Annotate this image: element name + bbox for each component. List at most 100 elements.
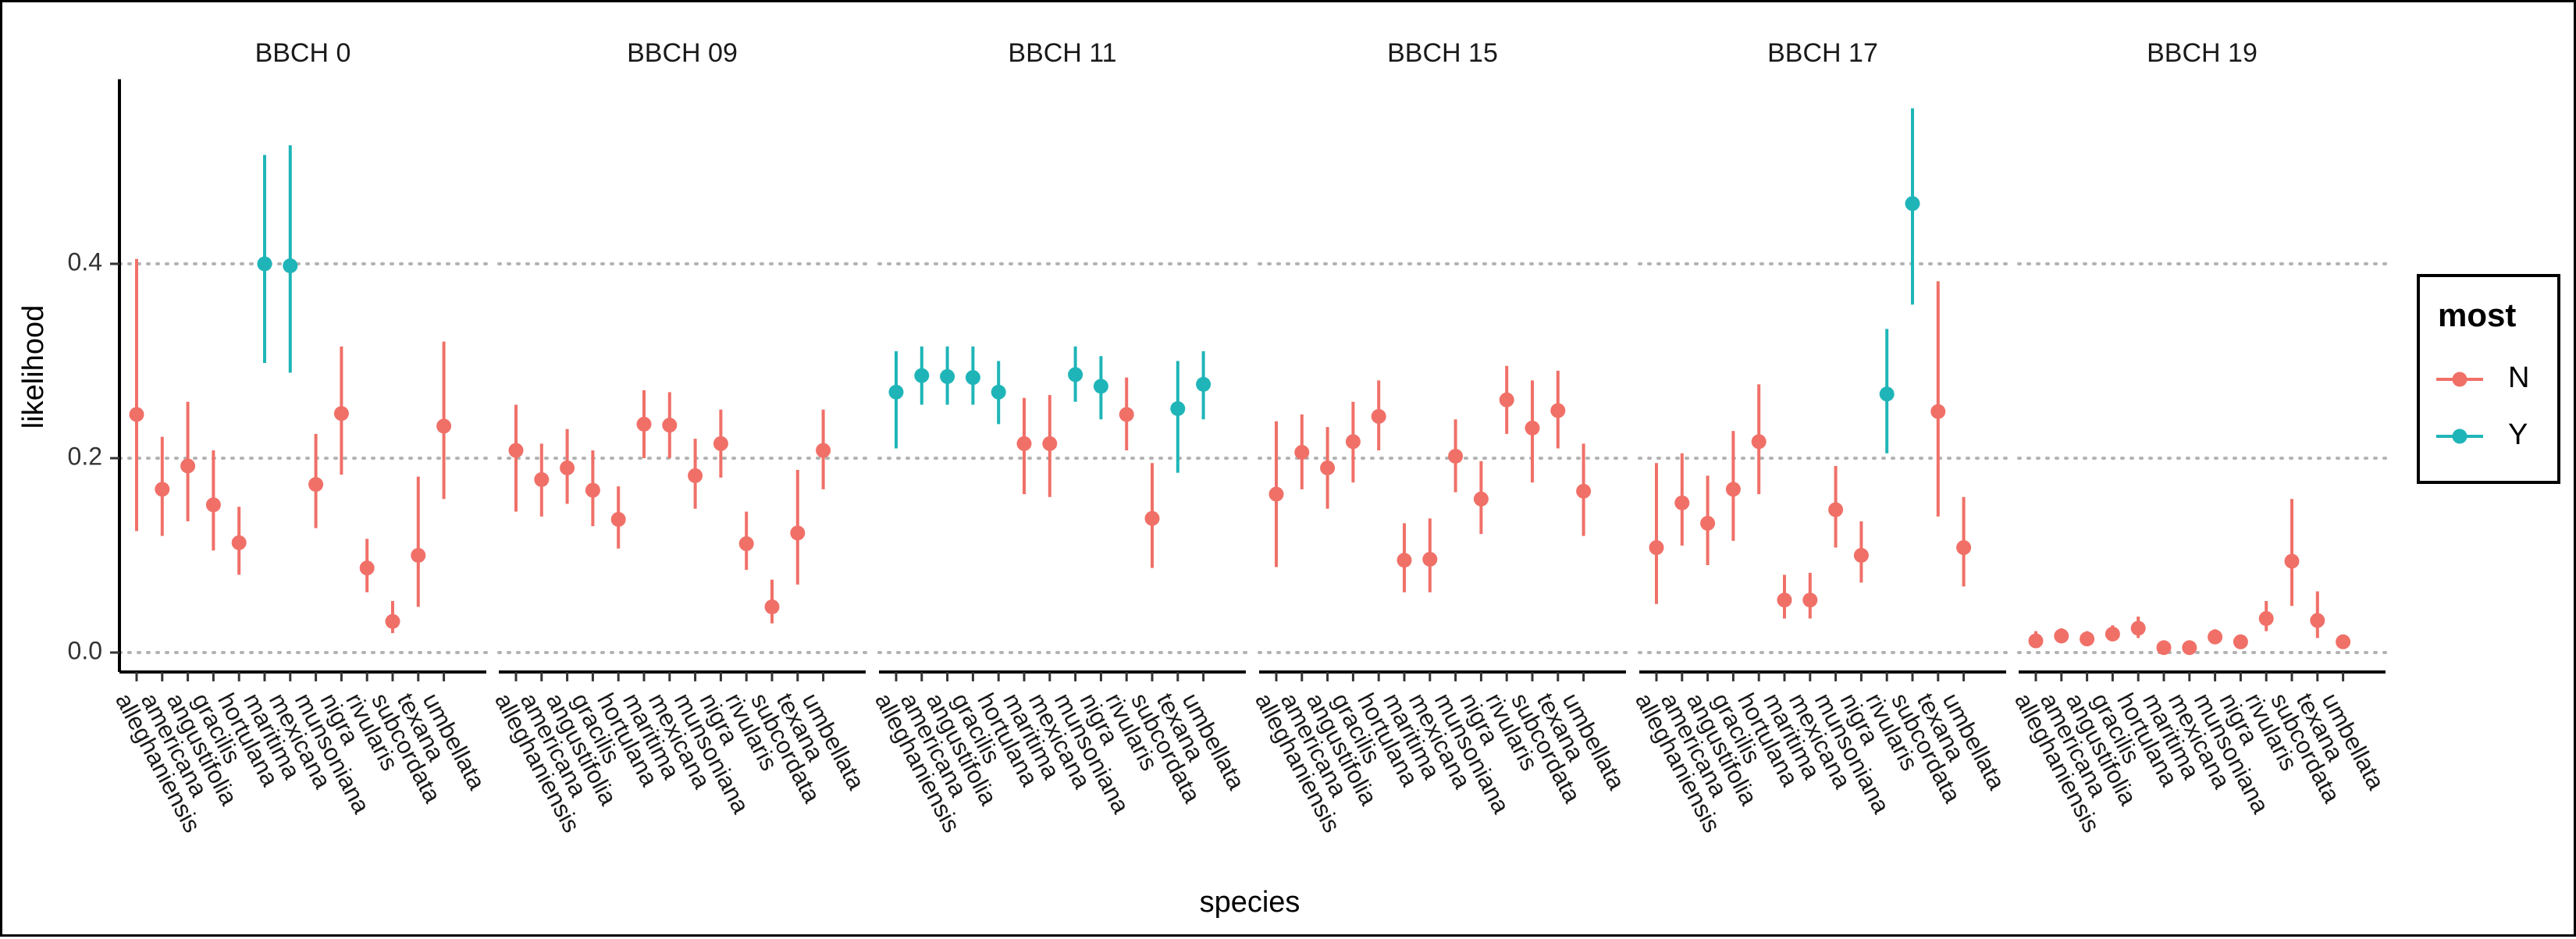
data-point [2182,640,2197,656]
y-axis: 0.0 0.2 0.4 [68,79,121,672]
panels-layer: BBCH 0alleghaniensisamericanaangustifoli… [110,38,2390,837]
panel-0: BBCH 0alleghaniensisamericanaangustifoli… [110,38,491,837]
data-point [888,384,904,400]
data-point [129,407,144,422]
data-point [1930,404,1946,419]
data-point [738,536,754,552]
legend-key-point [2452,372,2467,387]
data-point [411,548,426,563]
panel-2: BBCH 11alleghaniensisamericanaangustifol… [870,38,1251,837]
y-axis-title: likelihood [17,305,50,429]
data-point [1345,434,1361,450]
data-point [688,468,703,483]
y-tick-label: 0.2 [68,442,102,470]
data-point [1879,386,1895,402]
legend-label: N [2508,361,2529,394]
data-point [1828,502,1844,518]
data-point [2105,626,2120,642]
data-point [585,482,600,498]
data-point [1905,196,1920,212]
data-point [508,443,524,458]
data-point [436,418,452,434]
panel-5: BBCH 19alleghaniensisamericanaangustifol… [2009,38,2390,837]
data-point [2336,634,2351,649]
legend-label: Y [2508,418,2528,451]
data-point [1371,408,1386,424]
data-point [1119,407,1134,422]
data-point [2054,628,2069,644]
data-point [610,511,626,527]
data-point [914,368,930,383]
data-point [1320,460,1336,475]
data-point [2233,634,2248,649]
data-point [257,256,272,272]
data-point [1170,401,1186,417]
data-point [1196,376,1212,392]
data-point [790,525,806,541]
panel-strip-label: BBCH 11 [1008,38,1116,68]
data-point [965,370,980,386]
data-point [1422,551,1438,567]
data-point [1268,486,1284,502]
data-point [308,477,324,493]
data-point [1473,491,1489,507]
data-point [1700,515,1716,531]
data-point [1068,367,1083,382]
data-point [1525,420,1540,436]
x-axis-title: species [1200,886,1300,919]
data-point [333,406,349,421]
legend-key-point [2452,429,2467,444]
data-point [940,368,955,384]
data-point [1448,449,1464,464]
data-point [2156,640,2172,656]
data-point [1725,482,1741,497]
panel-4: BBCH 17alleghaniensisamericanaangustifol… [1630,38,2011,837]
data-point [1751,434,1767,450]
data-point [1144,510,1160,526]
data-point [1777,592,1792,608]
data-point [1956,540,1972,556]
data-point [816,443,831,458]
data-point [2130,621,2146,636]
data-point [1550,403,1566,418]
data-point [231,535,247,550]
data-point [1042,436,1058,451]
data-point [1802,592,1818,608]
data-point [2258,610,2274,626]
panel-strip-label: BBCH 0 [255,38,351,68]
data-point [662,418,678,433]
panel-strip-label: BBCH 19 [2147,38,2258,68]
data-point [713,436,728,451]
y-tick-label: 0.0 [68,636,102,664]
data-point [560,460,575,475]
data-point [534,471,550,487]
data-point [1674,495,1690,510]
data-point [1016,436,1032,451]
data-point [2208,629,2223,645]
legend: most NY [2417,274,2560,484]
data-point [1397,553,1412,568]
data-point [636,416,652,432]
data-point [1499,392,1514,407]
data-point [991,384,1006,400]
data-point [2284,553,2300,569]
panel-strip-label: BBCH 09 [627,38,738,68]
data-point [1093,379,1108,394]
panel-strip-label: BBCH 15 [1387,38,1498,68]
data-point [1576,483,1592,499]
data-point [385,614,400,629]
panel-1: BBCH 09alleghaniensisamericanaangustifol… [489,38,870,837]
data-point [180,458,196,474]
data-point [2310,613,2325,628]
y-tick-label: 0.4 [68,247,102,276]
panel-strip-label: BBCH 17 [1767,38,1878,68]
data-point [2028,633,2044,649]
data-point [155,482,170,497]
data-point [764,599,780,614]
data-point [1853,548,1869,563]
data-point [1649,540,1664,556]
panel-3: BBCH 15alleghaniensisamericanaangustifol… [1250,38,1631,837]
data-point [1294,445,1310,461]
